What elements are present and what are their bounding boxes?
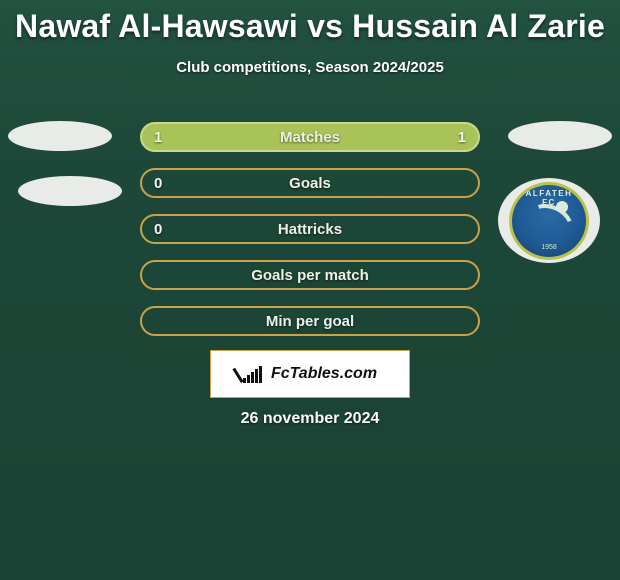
- club-badge-inner: ALFATEH FC 1958: [509, 182, 589, 260]
- stat-row-goals-per-match: Goals per match: [140, 260, 480, 290]
- stat-label: Goals per match: [251, 267, 369, 284]
- player1-logo-ellipse-2: [18, 176, 122, 206]
- stat-row-hattricks: 0 Hattricks: [140, 214, 480, 244]
- stat-label: Hattricks: [278, 221, 342, 238]
- player2-club-badge: ALFATEH FC 1958: [498, 178, 600, 263]
- brand-text: FcTables.com: [271, 365, 377, 383]
- brand-chart-icon: [243, 365, 265, 383]
- stat-label: Matches: [280, 129, 340, 146]
- club-badge-year: 1958: [512, 244, 586, 251]
- player2-logo-ellipse-1: [508, 121, 612, 151]
- stats-rows: 1 Matches 1 0 Goals 0 Hattricks Goals pe…: [140, 122, 480, 352]
- date-text: 26 november 2024: [0, 410, 620, 428]
- stat-right-value: 1: [458, 124, 466, 150]
- stat-row-matches: 1 Matches 1: [140, 122, 480, 152]
- club-badge-ball-icon: [556, 201, 568, 213]
- page-title: Nawaf Al-Hawsawi vs Hussain Al Zarie: [0, 0, 620, 45]
- stat-label: Goals: [289, 175, 331, 192]
- stat-row-min-per-goal: Min per goal: [140, 306, 480, 336]
- stat-left-value: 1: [154, 124, 162, 150]
- stat-left-value: 0: [154, 216, 162, 242]
- player1-logo-ellipse-1: [8, 121, 112, 151]
- stat-left-value: 0: [154, 170, 162, 196]
- brand-box: FcTables.com: [210, 350, 410, 398]
- subtitle: Club competitions, Season 2024/2025: [0, 59, 620, 76]
- stat-row-goals: 0 Goals: [140, 168, 480, 198]
- stat-label: Min per goal: [266, 313, 354, 330]
